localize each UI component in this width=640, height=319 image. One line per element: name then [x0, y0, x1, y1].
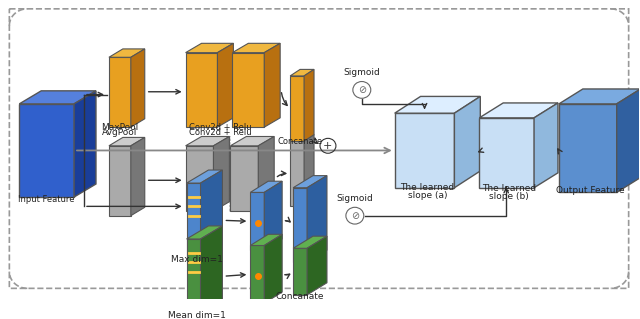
Text: Sigmoid: Sigmoid — [344, 68, 380, 77]
Polygon shape — [304, 70, 314, 141]
Polygon shape — [230, 137, 274, 146]
Polygon shape — [479, 118, 534, 188]
Polygon shape — [200, 226, 223, 314]
Text: Conv2d + Relu: Conv2d + Relu — [189, 123, 252, 132]
Polygon shape — [264, 234, 282, 303]
Polygon shape — [232, 43, 280, 53]
Polygon shape — [307, 236, 327, 295]
Polygon shape — [293, 176, 327, 188]
Polygon shape — [214, 137, 229, 211]
Polygon shape — [250, 234, 282, 246]
Text: MaxPool: MaxPool — [101, 123, 138, 132]
Polygon shape — [19, 104, 74, 197]
Polygon shape — [186, 43, 234, 53]
Polygon shape — [187, 183, 200, 258]
Text: Max dim=1: Max dim=1 — [171, 255, 223, 264]
Polygon shape — [293, 188, 307, 262]
Polygon shape — [534, 103, 558, 188]
Polygon shape — [187, 226, 223, 239]
Polygon shape — [617, 89, 640, 192]
Polygon shape — [187, 170, 223, 183]
Polygon shape — [290, 135, 314, 141]
Text: ⊘: ⊘ — [351, 211, 359, 221]
Polygon shape — [479, 103, 558, 118]
Polygon shape — [293, 236, 327, 248]
Text: The learned: The learned — [401, 183, 454, 192]
Polygon shape — [74, 91, 96, 197]
Text: +: + — [323, 141, 333, 151]
Polygon shape — [293, 248, 307, 295]
Polygon shape — [109, 146, 131, 216]
Polygon shape — [559, 104, 617, 192]
Polygon shape — [218, 43, 234, 127]
Text: Output Feature: Output Feature — [556, 186, 624, 195]
Polygon shape — [307, 176, 327, 262]
Polygon shape — [230, 146, 259, 211]
Polygon shape — [109, 57, 131, 127]
Polygon shape — [290, 76, 304, 141]
Polygon shape — [232, 53, 264, 127]
Polygon shape — [131, 137, 145, 216]
Polygon shape — [250, 192, 264, 250]
Polygon shape — [264, 43, 280, 127]
Polygon shape — [395, 113, 454, 188]
Polygon shape — [304, 135, 314, 206]
Text: slope (b): slope (b) — [490, 192, 529, 201]
Polygon shape — [290, 141, 304, 206]
Polygon shape — [200, 170, 223, 258]
Polygon shape — [109, 137, 145, 146]
Text: Mean dim=1: Mean dim=1 — [168, 311, 225, 319]
Polygon shape — [259, 137, 274, 211]
Polygon shape — [109, 49, 145, 57]
Text: AvgPool: AvgPool — [102, 129, 138, 137]
Polygon shape — [264, 181, 282, 250]
Polygon shape — [186, 53, 218, 127]
Polygon shape — [131, 49, 145, 127]
Polygon shape — [227, 84, 239, 95]
Text: The learned: The learned — [482, 184, 536, 193]
Text: ⊘: ⊘ — [358, 85, 366, 95]
Polygon shape — [454, 96, 480, 188]
Text: slope (a): slope (a) — [408, 191, 447, 200]
Polygon shape — [19, 91, 96, 104]
Polygon shape — [559, 89, 640, 104]
Text: Input Feature: Input Feature — [18, 195, 74, 204]
Text: Sigmoid: Sigmoid — [337, 194, 373, 203]
Polygon shape — [187, 239, 200, 314]
Polygon shape — [186, 146, 214, 211]
Polygon shape — [250, 246, 264, 303]
Text: Concanate: Concanate — [276, 292, 324, 301]
Text: Conv2d + Relu: Conv2d + Relu — [189, 129, 252, 137]
Text: Concanate: Concanate — [278, 137, 323, 146]
Polygon shape — [395, 96, 480, 113]
Polygon shape — [290, 70, 314, 76]
Polygon shape — [250, 181, 282, 192]
FancyBboxPatch shape — [10, 9, 628, 288]
Polygon shape — [186, 137, 229, 146]
